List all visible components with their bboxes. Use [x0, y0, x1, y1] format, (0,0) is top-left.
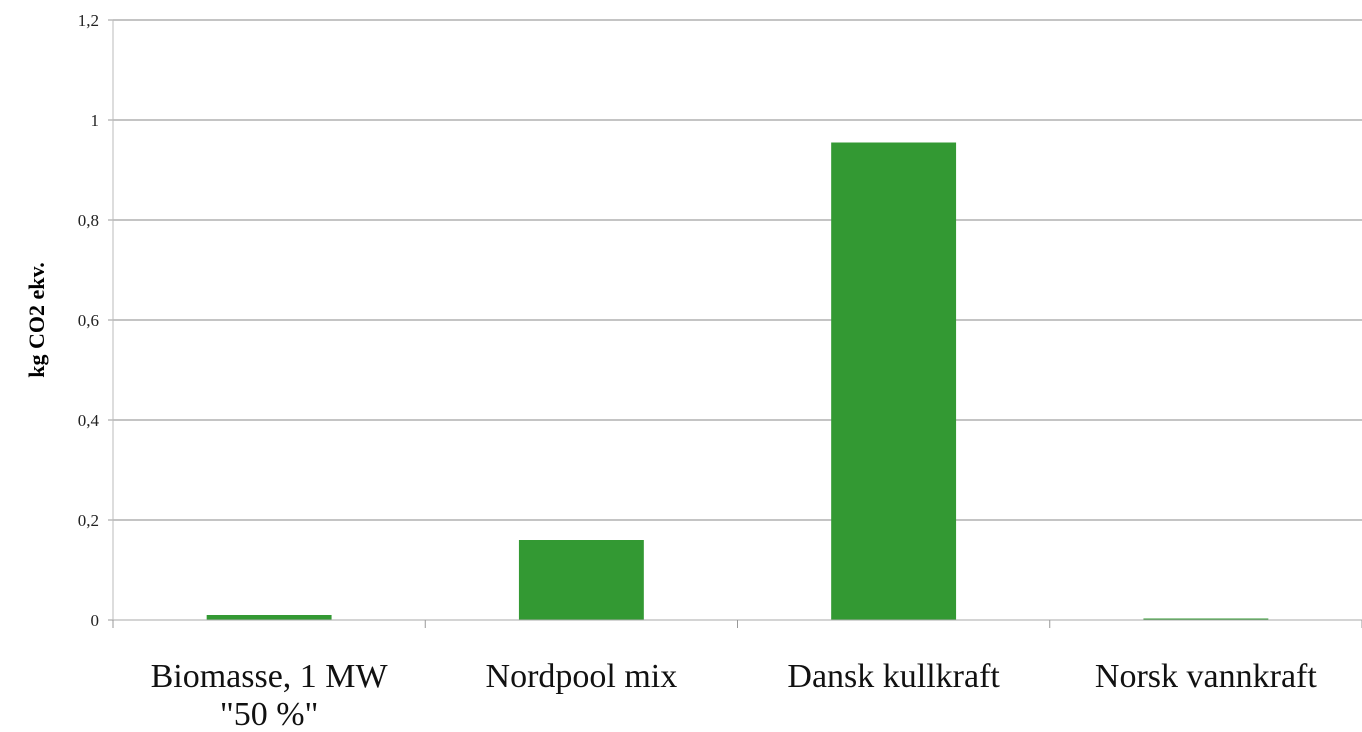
- y-tick-label: 0,6: [78, 311, 99, 330]
- x-category-label: Norsk vannkraft: [1095, 658, 1317, 695]
- y-tick-label: 0: [91, 611, 100, 630]
- bar: [518, 540, 644, 620]
- bars: [206, 142, 1269, 620]
- y-tick-label: 0,8: [78, 211, 99, 230]
- x-axis-labels: Biomasse, 1 MW"50 %" Nordpool mix Dansk ku…: [151, 658, 1318, 732]
- x-category-label: Biomasse, 1 MW: [151, 658, 389, 695]
- y-axis-label: kg CO2 ekv.: [24, 262, 49, 378]
- x-category-label: "50 %": [220, 696, 319, 732]
- y-tick-label: 1,2: [78, 11, 99, 30]
- gridlines: [113, 19, 1362, 521]
- bar: [1143, 618, 1269, 620]
- x-category-label: Nordpool mix: [486, 658, 678, 695]
- bar: [831, 142, 957, 620]
- bar: [206, 615, 332, 620]
- y-axis-ticks: 0 0,2 0,4 0,6 0,8 1 1,2: [78, 11, 114, 630]
- y-tick-label: 0,4: [78, 411, 100, 430]
- x-axis: [112, 619, 1362, 628]
- x-category-label: Dansk kullkraft: [787, 658, 1000, 695]
- y-tick-label: 1: [91, 111, 100, 130]
- y-tick-label: 0,2: [78, 511, 99, 530]
